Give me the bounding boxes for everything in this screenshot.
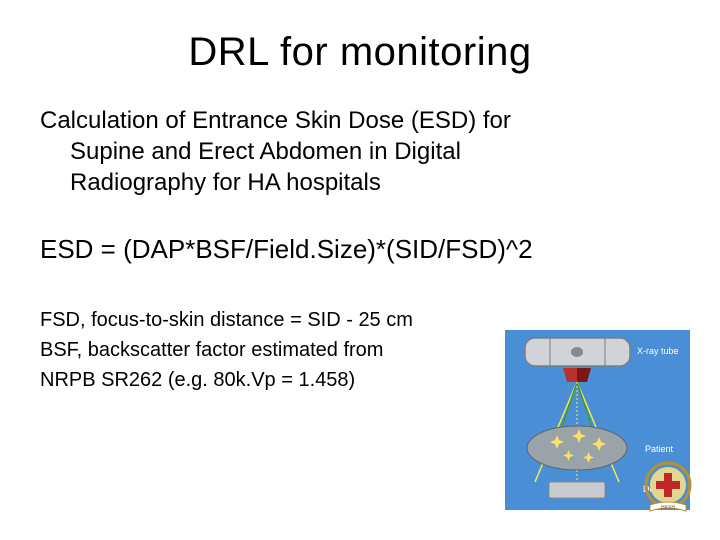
subtitle-line-1: Calculation of Entrance Skin Dose (ESD) … (40, 107, 511, 134)
detector-icon (549, 482, 605, 498)
formula-text: ESD = (DAP*BSF/Field.Size)*(SID/FSD)^2 (40, 234, 680, 265)
subtitle-block: Calculation of Entrance Skin Dose (ESD) … (40, 105, 680, 199)
xray-tube-label: X-ray tube (637, 346, 679, 356)
subtitle-line-2: Supine and Erect Abdomen in Digital (40, 136, 680, 167)
slide-container: DRL for monitoring Calculation of Entran… (0, 0, 720, 540)
patient-icon (527, 426, 627, 470)
patient-label: Patient (645, 444, 674, 454)
hospital-logo-icon: HKSH (644, 461, 692, 516)
svg-text:HKSH: HKSH (661, 505, 675, 511)
slide-title: DRL for monitoring (40, 30, 680, 75)
subtitle-line-3: Radiography for HA hospitals (40, 167, 680, 198)
